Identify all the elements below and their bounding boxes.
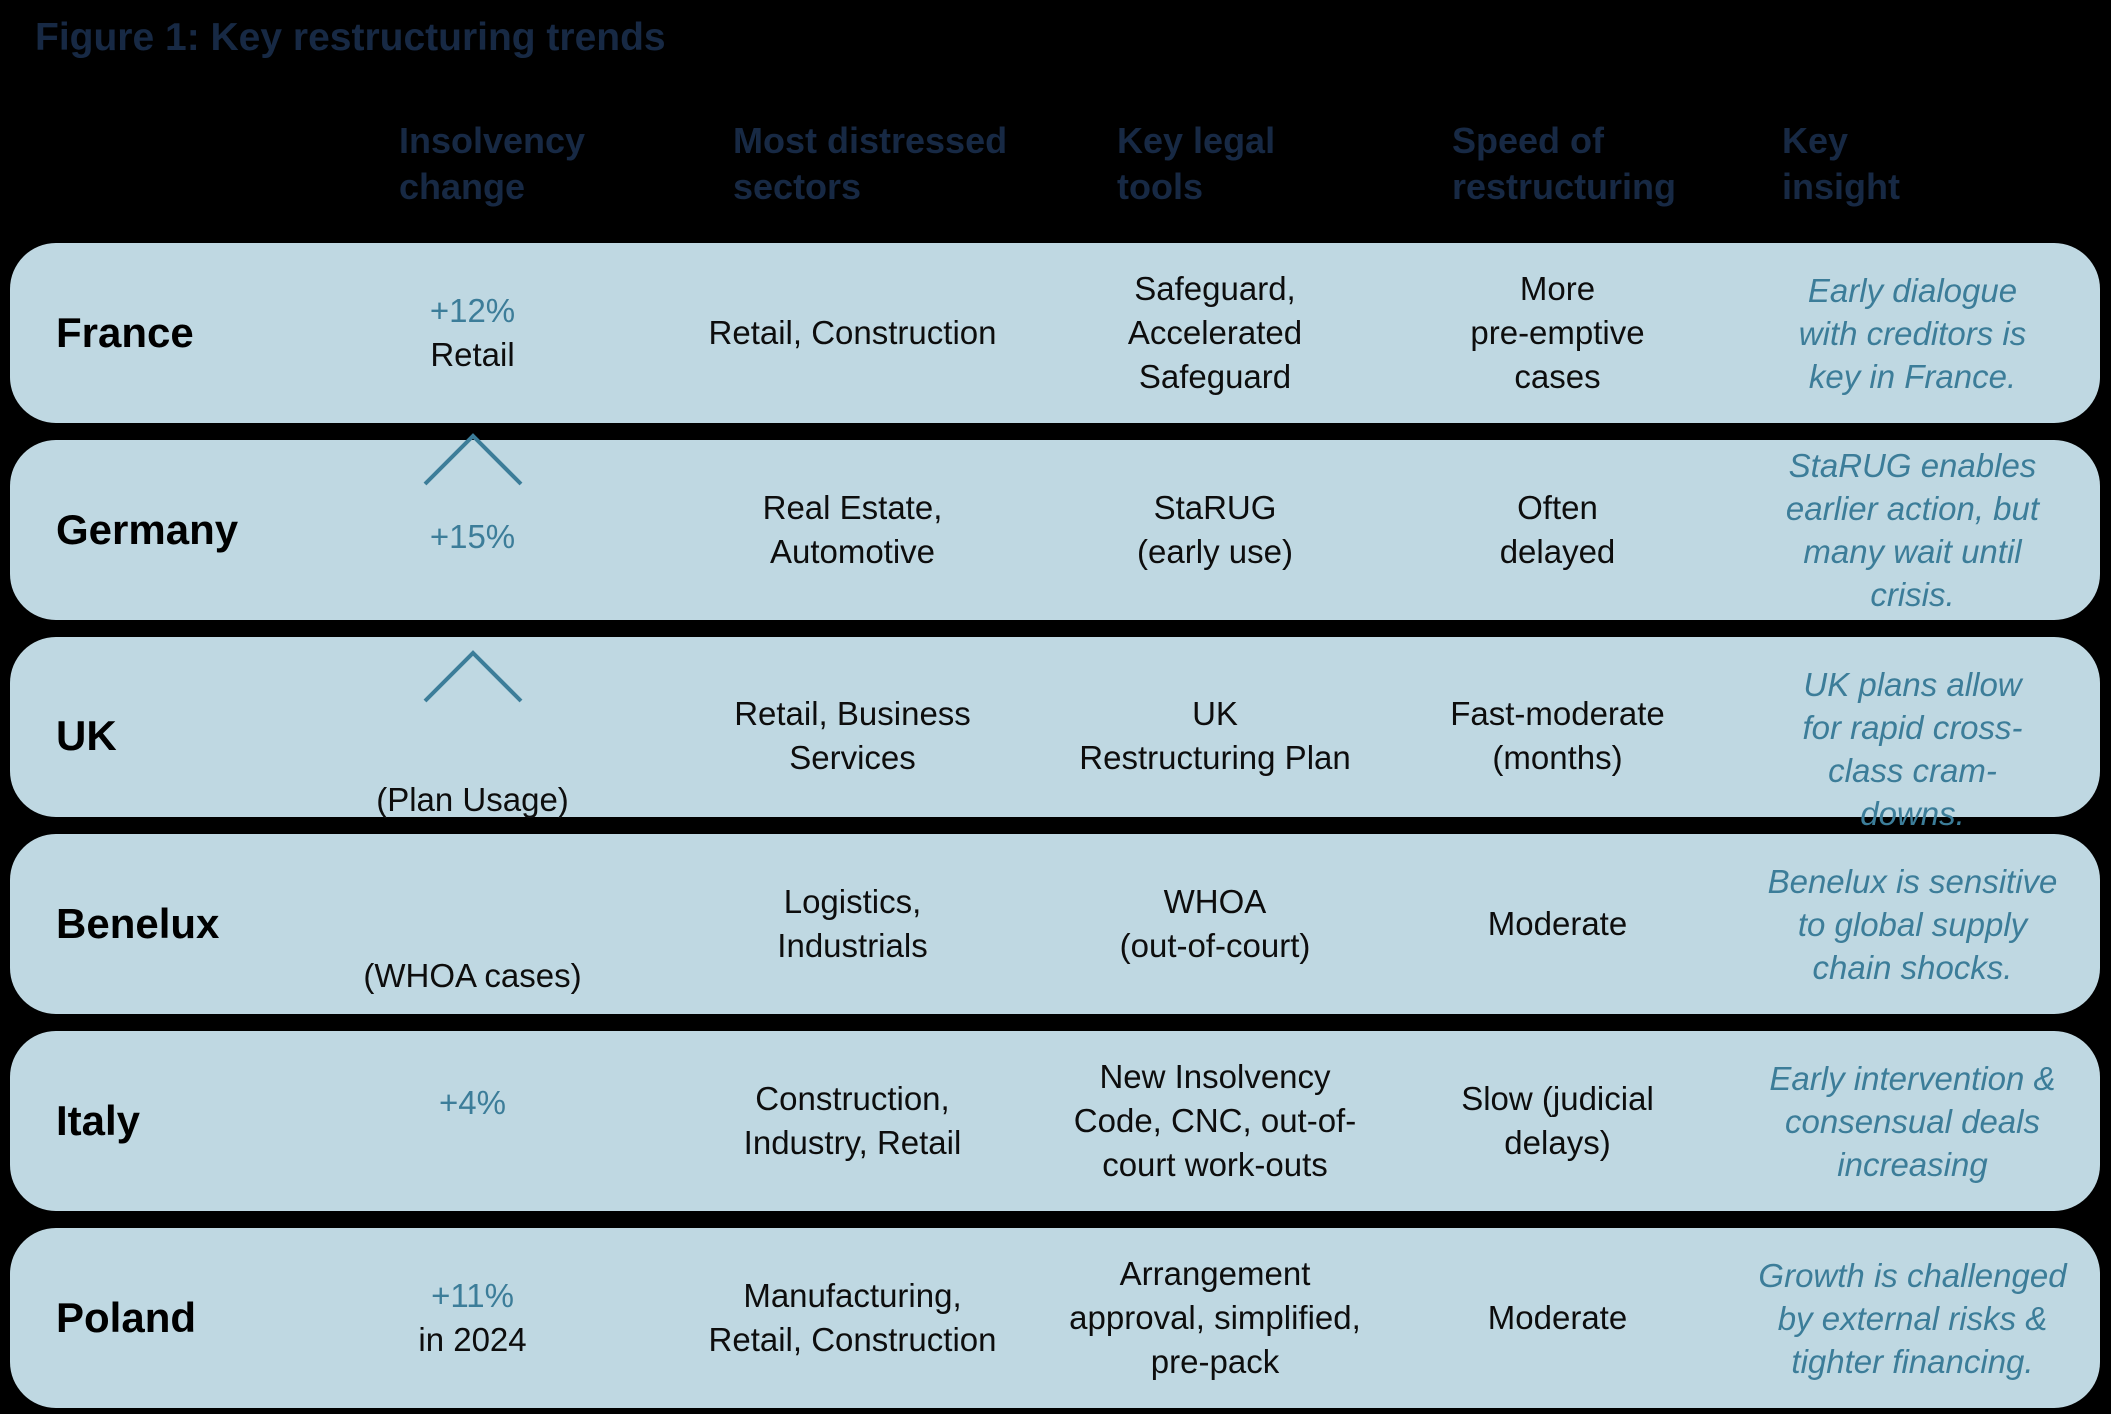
table-row-germany: Germany +15% Real Estate, Automotive Sta… bbox=[10, 433, 2100, 620]
key-insight-cell: Early intervention & consensual deals in… bbox=[1769, 1059, 2056, 1183]
key-insight-cell: Benelux is sensitive to global supply ch… bbox=[1767, 862, 2058, 986]
figure-title: Figure 1: Key restructuring trends bbox=[35, 16, 666, 59]
insolvency-note: Retail bbox=[430, 336, 515, 373]
insolvency-highlight: +11% bbox=[431, 1277, 514, 1314]
insolvency-change-cell: +11% in 2024 bbox=[280, 1274, 665, 1362]
legal-tools-cell: StaRUG (early use) bbox=[1137, 489, 1293, 570]
speed-cell: Moderate bbox=[1487, 905, 1628, 942]
country-label: Italy bbox=[56, 1097, 141, 1144]
speed-cell: Often delayed bbox=[1499, 489, 1616, 570]
distressed-sectors-cell: Retail, Business Services bbox=[734, 695, 971, 776]
legal-tools-cell: WHOA (out-of-court) bbox=[1119, 883, 1311, 964]
insolvency-change-cell: (WHOA cases) bbox=[280, 902, 665, 994]
header-key-legal-tools: Key legal tools bbox=[1117, 120, 1276, 207]
table-row-italy: Italy +4% Construction, Industry, Retail… bbox=[10, 1031, 2100, 1211]
chevron-up-icon bbox=[423, 650, 522, 703]
insolvency-note: (Plan Usage) bbox=[376, 781, 569, 818]
legal-tools-cell: Safeguard, Accelerated Safeguard bbox=[1127, 270, 1303, 395]
header-key-insight: Key insight bbox=[1782, 120, 1900, 207]
speed-cell: More pre-emptive cases bbox=[1470, 270, 1645, 395]
insolvency-highlight: +15% bbox=[429, 518, 516, 555]
insolvency-highlight: +12% bbox=[429, 292, 516, 329]
insolvency-highlight: +4% bbox=[439, 1084, 506, 1121]
table-body: France +12% Retail Retail, Construction … bbox=[10, 243, 2100, 1408]
legal-tools-cell: UK Restructuring Plan bbox=[1079, 695, 1351, 776]
table-header-row: Insolvency change Most distressed sector… bbox=[10, 118, 2100, 210]
key-insight-cell: Growth is challenged by external risks &… bbox=[1758, 1256, 2067, 1380]
speed-cell: Fast-moderate (months) bbox=[1450, 695, 1665, 776]
header-country-spacer bbox=[10, 118, 280, 210]
speed-cell: Moderate bbox=[1487, 1299, 1628, 1336]
table-row-poland: Poland +11% in 2024 Manufacturing, Retai… bbox=[10, 1228, 2100, 1408]
key-insight-cell: StaRUG enables earlier action, but many … bbox=[1785, 447, 2040, 613]
insolvency-change-cell: +12% Retail bbox=[280, 289, 665, 377]
insolvency-change-cell: (Plan Usage) bbox=[280, 650, 665, 822]
distressed-sectors-cell: Logistics, Industrials bbox=[777, 883, 928, 964]
chevron-up-icon bbox=[423, 433, 522, 486]
country-label: Benelux bbox=[56, 900, 220, 947]
legal-tools-cell: New Insolvency Code, CNC, out-of- court … bbox=[1073, 1058, 1357, 1183]
key-insight-cell: UK plans allow for rapid cross- class cr… bbox=[1802, 666, 2023, 832]
country-label: France bbox=[56, 309, 194, 356]
country-label: UK bbox=[56, 712, 117, 759]
header-speed-of-restructuring: Speed of restructuring bbox=[1452, 120, 1677, 207]
country-label: Germany bbox=[56, 506, 239, 553]
header-most-distressed-sectors: Most distressed sectors bbox=[733, 120, 1008, 207]
table-row-uk: UK (Plan Usage) Retail, Business Service… bbox=[10, 637, 2100, 832]
speed-cell: Slow (judicial delays) bbox=[1461, 1080, 1654, 1161]
table-row-france: France +12% Retail Retail, Construction … bbox=[10, 243, 2100, 423]
header-insolvency-change: Insolvency change bbox=[399, 120, 586, 207]
insolvency-change-cell: +4% bbox=[280, 1084, 665, 1143]
distressed-sectors-cell: Real Estate, Automotive bbox=[762, 489, 943, 570]
table-row-benelux: Benelux (WHOA cases) Logistics, Industri… bbox=[10, 834, 2100, 1014]
distressed-sectors-cell: Retail, Construction bbox=[708, 314, 997, 351]
distressed-sectors-cell: Construction, Industry, Retail bbox=[743, 1080, 962, 1161]
insolvency-change-cell: +15% bbox=[280, 433, 665, 559]
legal-tools-cell: Arrangement approval, simplified, pre-pa… bbox=[1069, 1255, 1361, 1380]
country-label: Poland bbox=[56, 1294, 197, 1341]
insolvency-note: in 2024 bbox=[418, 1321, 527, 1358]
insolvency-note: (WHOA cases) bbox=[363, 957, 582, 994]
key-insight-cell: Early dialogue with creditors is key in … bbox=[1798, 271, 2027, 395]
distressed-sectors-cell: Manufacturing, Retail, Construction bbox=[708, 1277, 997, 1358]
